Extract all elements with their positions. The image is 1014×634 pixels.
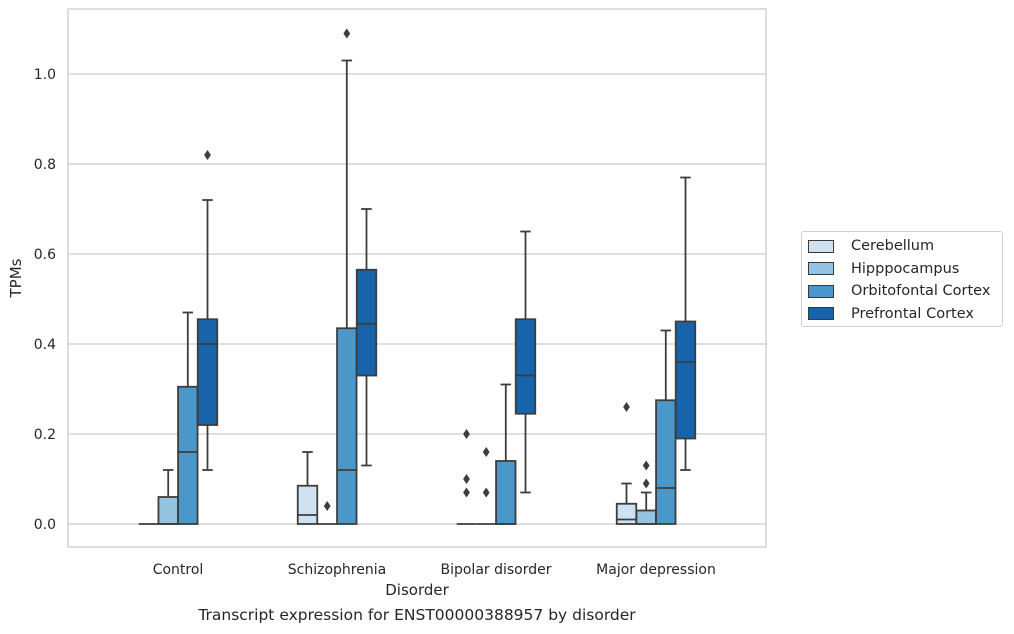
- box-2-1: [336, 28, 358, 525]
- y-tick-labels: 0.0 0.2 0.4 0.6 0.8 1.0: [34, 67, 56, 533]
- box-2-0: [177, 311, 199, 525]
- legend-label: Cerebellum: [851, 238, 935, 255]
- box-1-1: [317, 501, 337, 525]
- flier-point: [204, 150, 211, 160]
- box-body: [355, 268, 378, 377]
- box-0-1: [296, 451, 319, 525]
- legend-item: Orbitofontal Cortex: [808, 280, 1002, 303]
- flier-point: [642, 460, 650, 471]
- box-3-3: [674, 176, 697, 471]
- legend-item: Prefrontal Cortex: [808, 303, 1002, 326]
- flier-point: [463, 429, 470, 439]
- box-body: [177, 385, 199, 525]
- box-body: [615, 502, 638, 525]
- legend-swatch: [808, 239, 834, 253]
- box-2-3: [655, 329, 677, 525]
- flier-point: [482, 487, 490, 498]
- y-tick-label: 1.0: [34, 67, 56, 83]
- box-3-0: [196, 150, 219, 471]
- y-axis-label: TPMs: [7, 258, 25, 298]
- plot-frame: [67, 8, 767, 548]
- box-1-0: [157, 469, 179, 525]
- flier-point: [463, 474, 470, 484]
- flier-point: [482, 447, 490, 457]
- flier-point: [623, 402, 630, 412]
- box-1-2: [476, 447, 496, 525]
- box-body: [296, 484, 319, 525]
- legend-item: Cerebellum: [808, 235, 1002, 258]
- box-body: [336, 327, 358, 525]
- x-tick-label: Major depression: [596, 562, 716, 578]
- legend-label: Orbitofontal Cortex: [851, 283, 991, 300]
- box-0-3: [615, 402, 638, 525]
- box-body: [495, 460, 517, 525]
- legend: Cerebellum Hipppocampus Orbitofontal Corte…: [801, 231, 1003, 327]
- flier-point: [343, 28, 351, 39]
- flier-point: [463, 487, 470, 498]
- y-tick-label: 0.2: [34, 427, 56, 443]
- legend-swatch: [808, 284, 834, 298]
- box-0-2: [456, 429, 477, 525]
- y-tick-label: 0.8: [34, 157, 56, 173]
- chart-caption: Transcript expression for ENST0000038895…: [198, 606, 636, 624]
- x-tick-label: Control: [153, 562, 204, 578]
- flier-point: [642, 478, 650, 489]
- legend-item: Hipppocampus: [808, 258, 1002, 281]
- box-1-3: [635, 460, 657, 525]
- box-body: [514, 318, 537, 415]
- legend-label: Hipppocampus: [851, 260, 960, 277]
- y-tick-label: 0.0: [34, 517, 56, 533]
- box-2-2: [495, 383, 517, 525]
- y-tick-label: 0.6: [34, 247, 56, 263]
- box-body: [655, 399, 677, 525]
- box-3-1: [355, 208, 378, 467]
- box-body: [196, 318, 219, 426]
- y-tick-label: 0.4: [34, 337, 56, 353]
- legend-swatch: [808, 262, 834, 276]
- box-series: [138, 28, 697, 525]
- x-axis-label: Disorder: [385, 581, 449, 599]
- box-body: [157, 496, 179, 525]
- flier-point: [323, 501, 331, 511]
- legend-label: Prefrontal Cortex: [851, 305, 974, 322]
- x-tick-labels: Control Schizophrenia Bipolar disorder Majo…: [153, 562, 716, 578]
- legend-swatch: [808, 307, 834, 321]
- box-body: [674, 320, 697, 440]
- x-tick-label: Bipolar disorder: [440, 562, 551, 578]
- box-body: [635, 509, 657, 525]
- box-3-2: [514, 230, 537, 494]
- x-tick-label: Schizophrenia: [288, 562, 386, 578]
